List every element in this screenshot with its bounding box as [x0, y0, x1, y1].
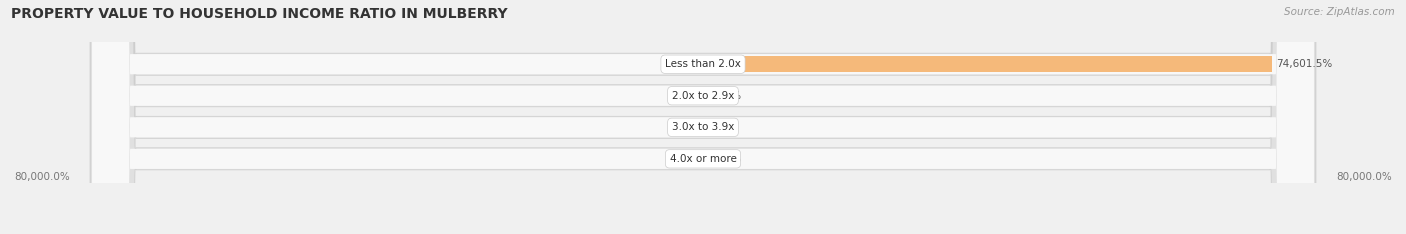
Text: 80.8%: 80.8% — [665, 59, 697, 69]
FancyBboxPatch shape — [93, 0, 1313, 234]
FancyBboxPatch shape — [90, 0, 1316, 234]
FancyBboxPatch shape — [93, 0, 1313, 234]
Text: PROPERTY VALUE TO HOUSEHOLD INCOME RATIO IN MULBERRY: PROPERTY VALUE TO HOUSEHOLD INCOME RATIO… — [11, 7, 508, 21]
FancyBboxPatch shape — [90, 0, 1316, 234]
FancyBboxPatch shape — [90, 0, 1316, 234]
Bar — [703, 56, 1271, 72]
Text: 27.5%: 27.5% — [709, 91, 741, 101]
Text: 72.5%: 72.5% — [709, 154, 741, 164]
FancyBboxPatch shape — [93, 0, 1313, 234]
Text: Less than 2.0x: Less than 2.0x — [665, 59, 741, 69]
Text: 80,000.0%: 80,000.0% — [14, 172, 70, 182]
Text: 13.5%: 13.5% — [665, 154, 697, 164]
Text: Source: ZipAtlas.com: Source: ZipAtlas.com — [1284, 7, 1395, 17]
Text: 0.0%: 0.0% — [672, 122, 699, 132]
FancyBboxPatch shape — [93, 0, 1313, 234]
Text: 74,601.5%: 74,601.5% — [1277, 59, 1333, 69]
Text: 4.0x or more: 4.0x or more — [669, 154, 737, 164]
Text: 2.0x to 2.9x: 2.0x to 2.9x — [672, 91, 734, 101]
Text: 5.8%: 5.8% — [672, 91, 697, 101]
Text: 0.0%: 0.0% — [707, 122, 734, 132]
FancyBboxPatch shape — [90, 0, 1316, 234]
Text: 3.0x to 3.9x: 3.0x to 3.9x — [672, 122, 734, 132]
Text: 80,000.0%: 80,000.0% — [1336, 172, 1392, 182]
